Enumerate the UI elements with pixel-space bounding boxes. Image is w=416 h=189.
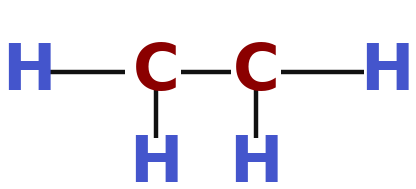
Text: H: H: [229, 133, 282, 189]
Text: C: C: [233, 41, 279, 103]
Text: H: H: [360, 41, 414, 103]
Text: H: H: [2, 41, 56, 103]
Text: H: H: [129, 133, 183, 189]
Text: C: C: [133, 41, 179, 103]
